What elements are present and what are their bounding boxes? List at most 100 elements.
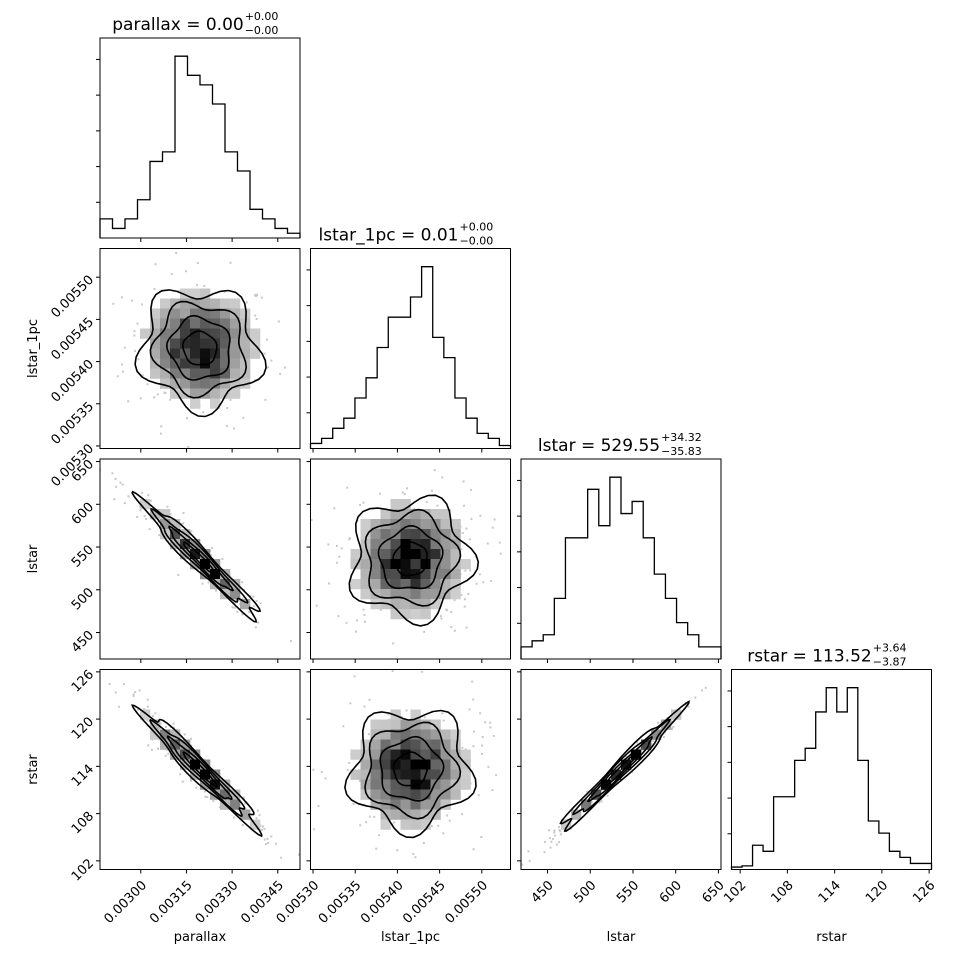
sample-point [236, 610, 239, 613]
sample-point [249, 594, 252, 597]
sample-point [559, 830, 562, 833]
contour-line [134, 289, 267, 418]
y-axis-label-rstar: rstar [26, 754, 41, 785]
sample-point [354, 630, 357, 633]
sample-point [241, 823, 244, 826]
density-cell [460, 769, 471, 780]
density-cell [450, 569, 461, 580]
density-cell [390, 759, 401, 770]
sample-point [156, 393, 159, 396]
sample-point [327, 582, 330, 585]
sample-point [261, 825, 264, 828]
sample-point [233, 601, 236, 604]
sample-point [113, 498, 116, 501]
density-cell [390, 569, 401, 580]
density-cell [220, 378, 231, 389]
density-cell [150, 348, 161, 359]
density-cell [220, 298, 231, 309]
density-cell [410, 579, 421, 590]
sample-point [146, 383, 149, 386]
sample-point [348, 761, 351, 764]
sample-point [461, 531, 464, 534]
sample-point [363, 613, 366, 616]
sample-point [185, 270, 188, 273]
density-cell [440, 559, 451, 570]
sample-point [460, 593, 463, 596]
density-cell [430, 739, 441, 750]
histogram-step-rstar [730, 687, 933, 870]
sample-point [629, 751, 632, 754]
density-cell [210, 358, 221, 369]
density-cell [440, 779, 451, 790]
density-cell [360, 559, 371, 570]
density-cell [350, 749, 361, 760]
density-cell [360, 519, 371, 530]
sample-point [202, 411, 205, 414]
density-cell [410, 559, 421, 570]
density-cell [380, 529, 391, 540]
y-tick-label: 500 [69, 585, 97, 613]
density-cell [200, 288, 211, 299]
density-cell [440, 509, 451, 520]
contour-line [602, 752, 639, 788]
sample-point [177, 573, 180, 576]
density-cell [440, 579, 451, 590]
sample-point [318, 666, 320, 668]
density-cell [450, 559, 461, 570]
density-cell [220, 358, 231, 369]
density-cell [430, 539, 441, 550]
x-tick-label: 0.00545 [400, 878, 449, 927]
sample-point [430, 825, 433, 828]
density-cell [380, 559, 391, 570]
density-cell [160, 308, 171, 319]
scatter-panel-lstar_1pc-vs-rstar [310, 669, 511, 870]
density-cell [430, 509, 441, 520]
sample-point [141, 491, 144, 494]
y-tick-label: 120 [69, 715, 97, 743]
density-cell [380, 579, 391, 590]
density-cell [380, 569, 391, 580]
density-cell [420, 609, 431, 620]
density-cell [170, 318, 181, 329]
density-cell [240, 328, 251, 339]
density-cell [370, 569, 381, 580]
sample-point [172, 722, 175, 725]
density-cell [410, 519, 421, 530]
density-cell [390, 719, 401, 730]
histogram-parallax: parallax = 0.00 +0.00−0.00 [96, 10, 301, 239]
sample-point [441, 476, 444, 479]
density-cell [170, 519, 181, 530]
density-cell [380, 509, 391, 520]
panel-frame [310, 248, 511, 449]
density-cell [440, 749, 451, 760]
density-cell [370, 799, 381, 810]
density-cell [440, 789, 451, 800]
density-cell [430, 559, 441, 570]
sample-point [599, 787, 602, 790]
density-cell [170, 368, 181, 379]
sample-point [146, 719, 149, 722]
density-cell [190, 368, 201, 379]
sample-point [206, 796, 209, 799]
sample-point [442, 832, 445, 835]
sample-point [338, 555, 341, 558]
sample-point [422, 841, 425, 844]
contour-line [586, 736, 653, 803]
sample-point [412, 852, 415, 855]
sample-point [274, 842, 277, 845]
sample-point [255, 318, 258, 321]
sample-point [189, 779, 192, 782]
density-cell [190, 769, 201, 780]
sample-point [461, 813, 464, 816]
density-cell [450, 749, 461, 760]
sample-point [462, 504, 465, 507]
sample-point [241, 597, 244, 600]
panel-title-upper-error: +34.32 [661, 431, 702, 444]
sample-point [368, 815, 371, 818]
density-cell [440, 739, 451, 750]
sample-point [164, 392, 167, 395]
sample-point [179, 773, 182, 776]
histogram-lstar: lstar = 529.55 +34.32−35.83 [517, 431, 722, 660]
x-tick-label: 0.00535 [316, 878, 365, 927]
density-cell [230, 378, 241, 389]
